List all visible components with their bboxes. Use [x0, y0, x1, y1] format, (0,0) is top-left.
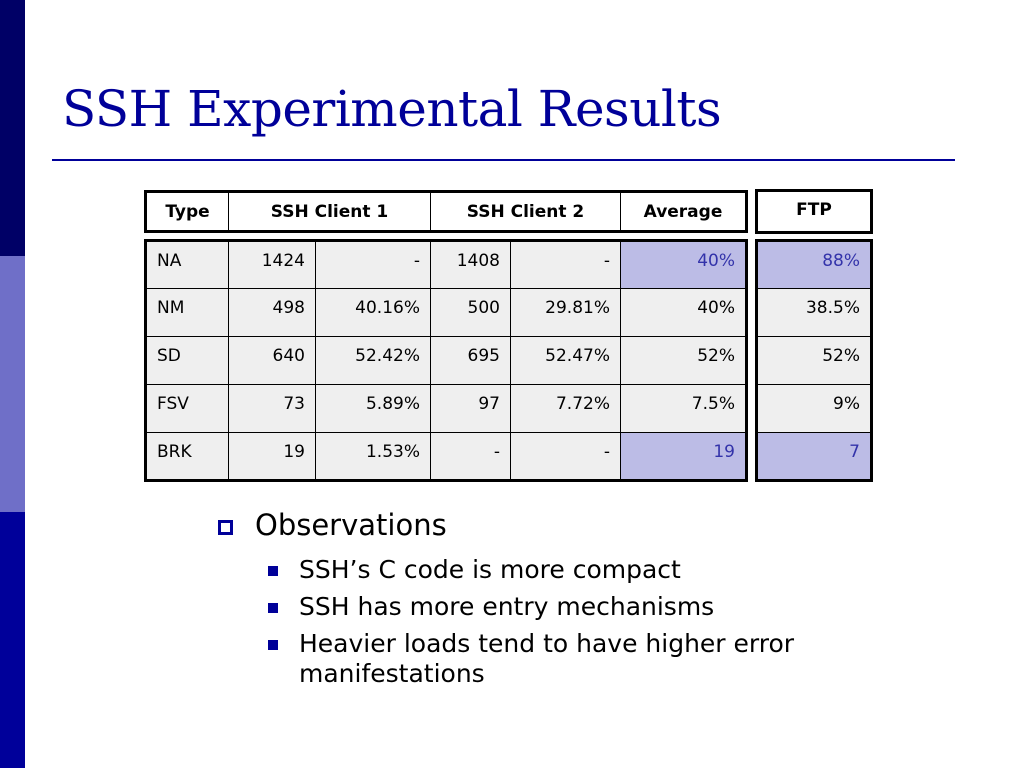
- cell-type: FSV: [145, 384, 229, 433]
- cell-average: 19: [620, 432, 747, 481]
- list-item: SSH’s C code is more compact: [268, 555, 809, 585]
- cell-average: 40%: [620, 288, 747, 337]
- header-type: Type: [145, 191, 229, 232]
- cell-c1-pct: -: [315, 240, 431, 289]
- table-row: 9%: [756, 384, 872, 433]
- side-accent-bar: [0, 0, 25, 768]
- cell-average: 52%: [620, 336, 747, 385]
- cell-ftp: 9%: [756, 384, 872, 433]
- cell-type: NA: [145, 240, 229, 289]
- cell-c1-count: 73: [228, 384, 316, 433]
- cell-type: NM: [145, 288, 229, 337]
- results-header-table: Type SSH Client 1 SSH Client 2 Average: [144, 190, 748, 233]
- cell-c2-pct: 52.47%: [510, 336, 621, 385]
- cell-type: SD: [145, 336, 229, 385]
- table-row: FSV 73 5.89% 97 7.72% 7.5%: [145, 384, 747, 433]
- header-ssh-client-2: SSH Client 2: [430, 191, 621, 232]
- table-row: NM 498 40.16% 500 29.81% 40%: [145, 288, 747, 337]
- table-row: 88%: [756, 240, 872, 289]
- header-ftp: FTP: [756, 190, 872, 233]
- list-item: Heavier loads tend to have higher error …: [268, 629, 809, 689]
- cell-ftp: 7: [756, 432, 872, 481]
- cell-c2-pct: -: [510, 240, 621, 289]
- observation-text: Heavier loads tend to have higher error …: [299, 629, 795, 688]
- title-underline: [52, 159, 955, 161]
- slide-title: SSH Experimental Results: [62, 80, 722, 138]
- ftp-header-table: FTP: [755, 189, 873, 234]
- results-table: NA 1424 - 1408 - 40% NM 498 40.16% 500 2…: [144, 239, 748, 482]
- cell-c1-count: 19: [228, 432, 316, 481]
- header-average: Average: [620, 191, 747, 232]
- observations-heading-row: Observations: [218, 508, 447, 542]
- ftp-table: 88% 38.5% 52% 9% 7: [755, 239, 873, 482]
- observations-list: SSH’s C code is more compact SSH has mor…: [268, 555, 809, 689]
- table-row: NA 1424 - 1408 - 40%: [145, 240, 747, 289]
- cell-ftp: 38.5%: [756, 288, 872, 337]
- table-row: SD 640 52.42% 695 52.47% 52%: [145, 336, 747, 385]
- cell-c2-count: 97: [430, 384, 511, 433]
- table-row: 7: [756, 432, 872, 481]
- observation-text: SSH has more entry mechanisms: [299, 592, 715, 621]
- list-item: SSH has more entry mechanisms: [268, 592, 809, 622]
- cell-ftp: 88%: [756, 240, 872, 289]
- cell-c1-count: 498: [228, 288, 316, 337]
- cell-c2-count: -: [430, 432, 511, 481]
- cell-c2-count: 500: [430, 288, 511, 337]
- side-bar-bottom-segment: [0, 512, 25, 768]
- cell-c2-pct: 7.72%: [510, 384, 621, 433]
- cell-c1-count: 640: [228, 336, 316, 385]
- hollow-square-bullet-icon: [218, 519, 233, 535]
- cell-c1-count: 1424: [228, 240, 316, 289]
- cell-c1-pct: 5.89%: [315, 384, 431, 433]
- square-bullet-icon: [268, 640, 278, 650]
- cell-type: BRK: [145, 432, 229, 481]
- cell-c1-pct: 52.42%: [315, 336, 431, 385]
- table-row: BRK 19 1.53% - - 19: [145, 432, 747, 481]
- observations-heading: Observations: [255, 508, 447, 542]
- cell-c1-pct: 40.16%: [315, 288, 431, 337]
- side-bar-top-segment: [0, 0, 25, 256]
- cell-c2-pct: 29.81%: [510, 288, 621, 337]
- cell-c2-pct: -: [510, 432, 621, 481]
- cell-average: 40%: [620, 240, 747, 289]
- cell-ftp: 52%: [756, 336, 872, 385]
- square-bullet-icon: [268, 566, 278, 576]
- cell-average: 7.5%: [620, 384, 747, 433]
- table-row: 38.5%: [756, 288, 872, 337]
- observations-section: Observations: [218, 508, 447, 542]
- cell-c2-count: 1408: [430, 240, 511, 289]
- cell-c1-pct: 1.53%: [315, 432, 431, 481]
- header-ssh-client-1: SSH Client 1: [228, 191, 431, 232]
- square-bullet-icon: [268, 603, 278, 613]
- observation-text: SSH’s C code is more compact: [299, 555, 681, 584]
- side-bar-middle-segment: [0, 256, 25, 512]
- cell-c2-count: 695: [430, 336, 511, 385]
- table-row: 52%: [756, 336, 872, 385]
